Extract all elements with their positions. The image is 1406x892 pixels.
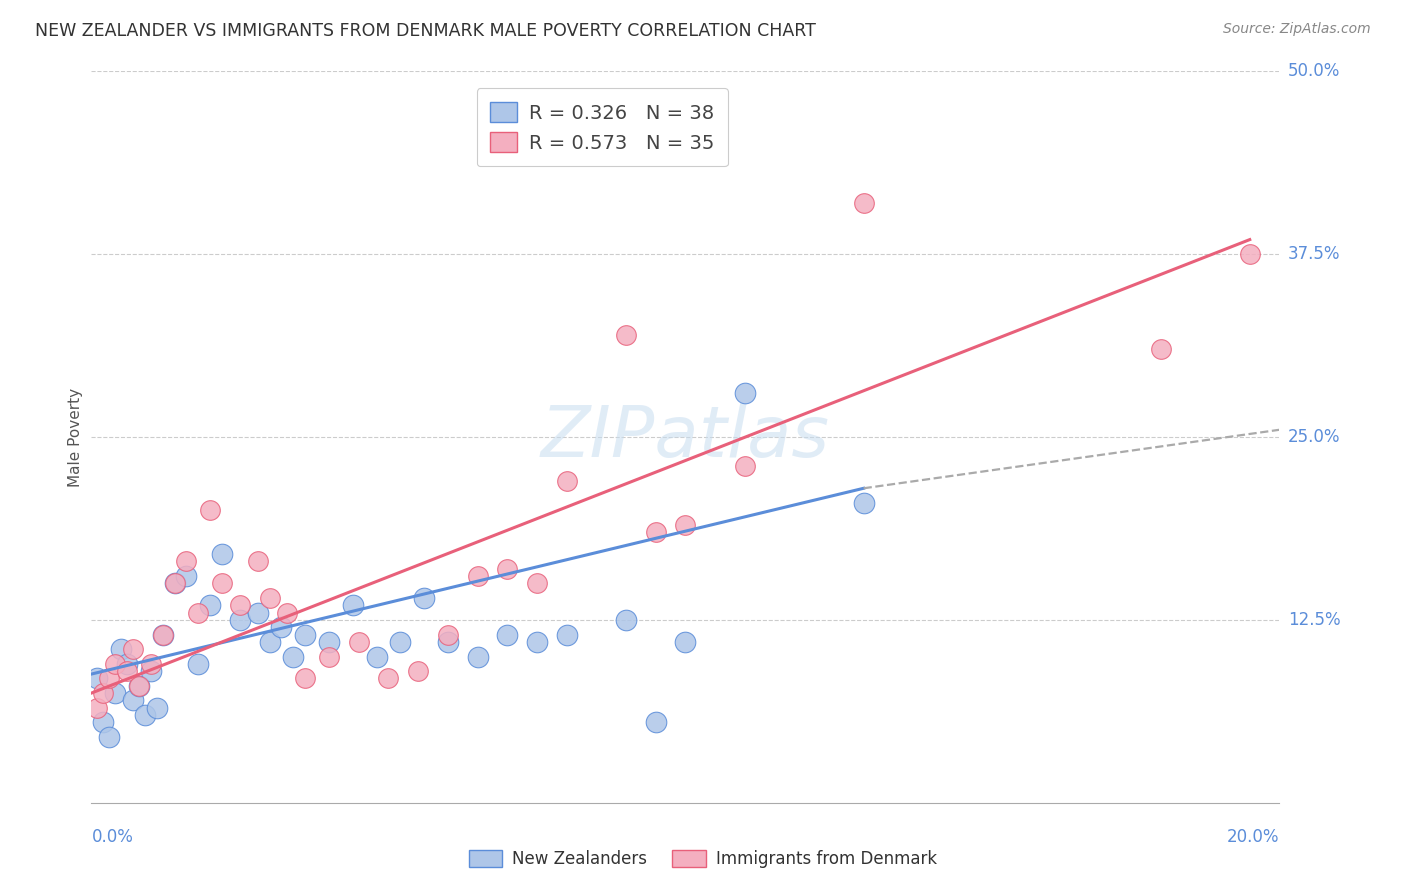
Point	[246, 606, 269, 620]
Point	[496, 627, 519, 641]
Point	[187, 606, 209, 620]
Point	[614, 613, 637, 627]
Point	[276, 606, 298, 620]
Text: Source: ZipAtlas.com: Source: ZipAtlas.com	[1223, 22, 1371, 37]
Point	[259, 635, 281, 649]
Point	[104, 686, 127, 700]
Point	[91, 715, 114, 730]
Point	[98, 730, 121, 744]
Point	[176, 569, 198, 583]
Point	[152, 627, 174, 641]
Point	[246, 554, 269, 568]
Point	[526, 576, 548, 591]
Point	[139, 657, 162, 671]
Text: ZIPatlas: ZIPatlas	[541, 402, 830, 472]
Point	[852, 196, 875, 211]
Text: 20.0%: 20.0%	[1227, 828, 1279, 846]
Point	[122, 693, 145, 707]
Text: NEW ZEALANDER VS IMMIGRANTS FROM DENMARK MALE POVERTY CORRELATION CHART: NEW ZEALANDER VS IMMIGRANTS FROM DENMARK…	[35, 22, 815, 40]
Point	[91, 686, 114, 700]
Point	[163, 576, 186, 591]
Text: 50.0%: 50.0%	[1288, 62, 1340, 80]
Point	[211, 576, 233, 591]
Point	[673, 517, 696, 532]
Point	[555, 627, 578, 641]
Y-axis label: Male Poverty: Male Poverty	[67, 387, 83, 487]
Point	[377, 672, 399, 686]
Point	[436, 635, 458, 649]
Point	[389, 635, 412, 649]
Point	[86, 672, 108, 686]
Point	[496, 562, 519, 576]
Point	[1149, 343, 1171, 357]
Point	[139, 664, 162, 678]
Text: 12.5%: 12.5%	[1288, 611, 1340, 629]
Point	[734, 459, 756, 474]
Point	[145, 700, 167, 714]
Point	[644, 525, 666, 540]
Legend: New Zealanders, Immigrants from Denmark: New Zealanders, Immigrants from Denmark	[463, 843, 943, 875]
Point	[294, 627, 316, 641]
Point	[413, 591, 436, 605]
Point	[187, 657, 209, 671]
Point	[555, 474, 578, 488]
Point	[152, 627, 174, 641]
Point	[211, 547, 233, 561]
Point	[294, 672, 316, 686]
Point	[347, 635, 370, 649]
Point	[229, 613, 252, 627]
Point	[406, 664, 429, 678]
Point	[163, 576, 186, 591]
Point	[283, 649, 305, 664]
Point	[122, 642, 145, 657]
Point	[467, 569, 489, 583]
Point	[318, 649, 340, 664]
Point	[176, 554, 198, 568]
Point	[128, 679, 150, 693]
Point	[644, 715, 666, 730]
Point	[852, 496, 875, 510]
Point	[467, 649, 489, 664]
Point	[128, 679, 150, 693]
Point	[526, 635, 548, 649]
Point	[86, 700, 108, 714]
Point	[259, 591, 281, 605]
Point	[229, 599, 252, 613]
Point	[436, 627, 458, 641]
Point	[1239, 247, 1261, 261]
Point	[200, 599, 222, 613]
Text: 0.0%: 0.0%	[91, 828, 134, 846]
Point	[366, 649, 388, 664]
Point	[734, 386, 756, 401]
Text: 25.0%: 25.0%	[1288, 428, 1340, 446]
Point	[614, 327, 637, 342]
Point	[342, 599, 364, 613]
Point	[115, 664, 138, 678]
Point	[673, 635, 696, 649]
Point	[98, 672, 121, 686]
Point	[104, 657, 127, 671]
Text: 37.5%: 37.5%	[1288, 245, 1340, 263]
Point	[270, 620, 292, 634]
Point	[200, 503, 222, 517]
Legend: R = 0.326   N = 38, R = 0.573   N = 35: R = 0.326 N = 38, R = 0.573 N = 35	[477, 88, 728, 167]
Point	[110, 642, 132, 657]
Point	[134, 708, 156, 723]
Point	[115, 657, 138, 671]
Point	[318, 635, 340, 649]
